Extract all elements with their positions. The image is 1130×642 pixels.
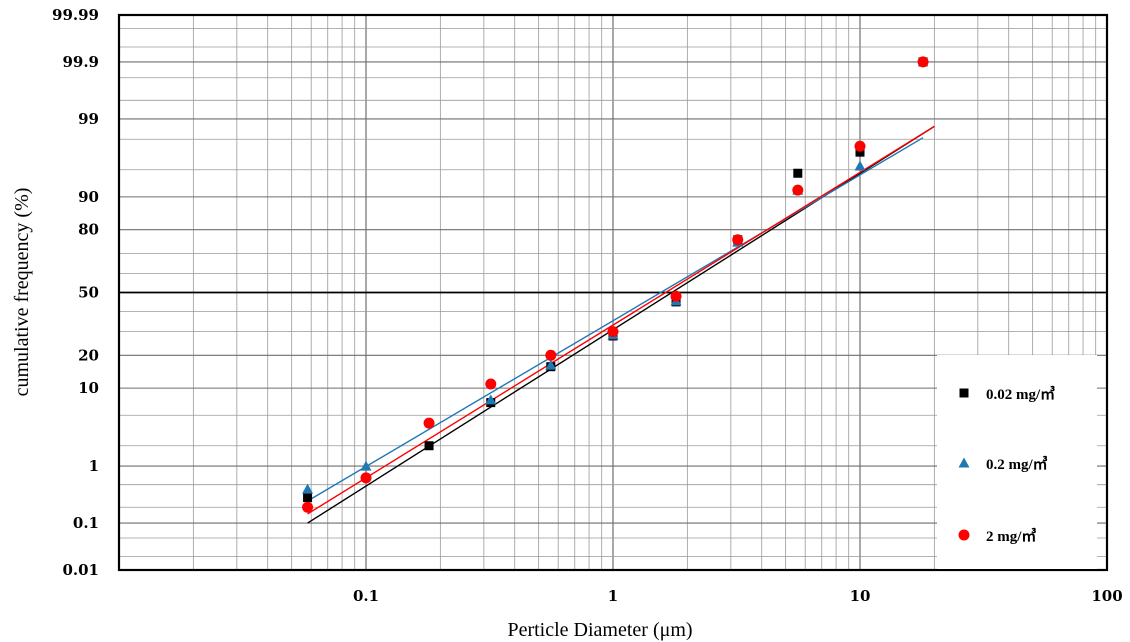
y-tick-label: 99 [78, 110, 99, 128]
y-axis-title: cumulative frequency (%) [11, 188, 33, 397]
square-marker [303, 493, 313, 503]
square-marker [855, 147, 865, 157]
y-tick-label: 50 [78, 284, 99, 302]
legend: 0.02 mg/㎥ 0.2 mg/㎥ 2 mg/㎥ [937, 355, 1097, 569]
plot-frame [117, 13, 1109, 572]
x-tick-label: 10 [850, 587, 871, 605]
circle-marker [607, 326, 619, 338]
triangle-marker [958, 457, 970, 468]
legend-label: 0.2 mg/㎥ [986, 455, 1048, 473]
circle-marker [732, 234, 744, 246]
circle-marker [360, 472, 372, 484]
x-tick-label: 0.1 [353, 587, 379, 605]
triangle-marker [360, 460, 372, 471]
circle-marker [917, 56, 929, 68]
fit-lines [307, 125, 935, 524]
circle-marker [545, 349, 557, 361]
circle-marker [854, 140, 866, 152]
fit-line [307, 125, 935, 515]
x-axis-title: Perticle Diameter (μm) [507, 619, 692, 641]
square-marker [793, 168, 803, 178]
circle-marker [485, 378, 497, 390]
x-tick-label: 1 [608, 587, 618, 605]
y-tick-label: 20 [78, 346, 99, 364]
y-tick-label: 99.99 [52, 6, 99, 24]
square-marker [424, 441, 434, 451]
legend-label: 0.02 mg/㎥ [986, 385, 1055, 403]
triangle-marker [545, 359, 557, 370]
y-tick-label: 90 [78, 188, 99, 206]
y-tick-label: 0.1 [73, 514, 99, 532]
x-tick-label: 100 [1091, 587, 1122, 605]
y-tick-label: 0.01 [62, 561, 99, 579]
circle-marker [302, 501, 314, 513]
circle-marker [958, 529, 970, 541]
y-tick-label: 1 [89, 457, 99, 475]
triangle-marker [302, 483, 314, 494]
circle-marker [792, 184, 804, 196]
y-tick-label: 99.9 [62, 53, 99, 71]
triangle-marker [854, 160, 866, 171]
data-points [302, 56, 929, 513]
square-marker [959, 388, 969, 398]
triangle-marker [485, 394, 497, 405]
circle-marker [670, 290, 682, 302]
y-tick-label: 80 [78, 221, 99, 239]
circle-marker [423, 417, 435, 429]
fit-line [307, 137, 924, 502]
y-tick-label: 10 [78, 379, 99, 397]
axes: 0.01 0.1 1 10 20 50 80 90 99 99.9 99.99 0.1 1 10 100 [52, 6, 1123, 605]
legend-label: 2 mg/㎥ [986, 527, 1036, 545]
